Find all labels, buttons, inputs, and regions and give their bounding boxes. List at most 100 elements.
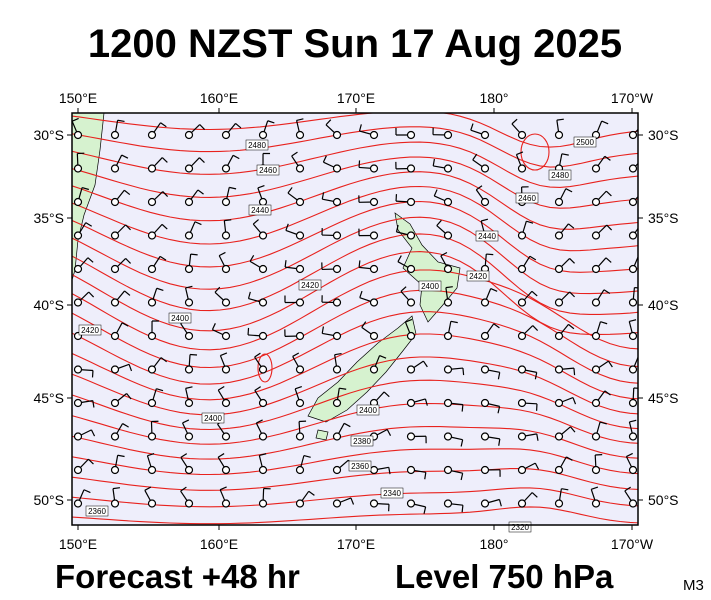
barb-flag (217, 386, 225, 391)
barb-flag (350, 497, 355, 505)
contour-label-box (85, 505, 109, 517)
station (369, 164, 379, 173)
lat-label-left: 35°S (33, 210, 64, 226)
barb-flag (343, 422, 351, 428)
barb-flag (568, 323, 575, 330)
station (332, 398, 342, 408)
station (480, 499, 490, 508)
station (147, 499, 157, 508)
station (369, 465, 379, 475)
station (554, 499, 564, 508)
station (221, 365, 231, 374)
barb-flag (125, 224, 131, 231)
contour-label-box (201, 412, 225, 424)
station (73, 197, 83, 207)
station (73, 432, 83, 441)
station (628, 197, 638, 207)
station (147, 365, 157, 374)
station (406, 465, 416, 475)
barb-flag (303, 454, 311, 458)
station (221, 264, 231, 274)
station (443, 465, 453, 475)
station (369, 298, 379, 307)
station (554, 231, 564, 240)
barb-flag (117, 454, 125, 458)
barb-flag (160, 122, 167, 128)
contour-label: 2380 (353, 437, 371, 446)
station (295, 231, 305, 240)
barb-flag (156, 287, 164, 292)
station (295, 499, 305, 508)
barb-flag (497, 372, 501, 380)
model-label: M3 (683, 577, 704, 594)
station (628, 365, 638, 374)
contour-line (72, 448, 638, 476)
contour-line (72, 311, 638, 385)
contour-line (72, 141, 638, 188)
station (184, 164, 194, 173)
barb-flag (422, 360, 428, 368)
station (406, 130, 416, 140)
station (258, 231, 268, 240)
barb-flag (194, 221, 202, 226)
station (184, 130, 194, 140)
lon-label-top: 170°E (337, 90, 375, 106)
barb-flag (498, 438, 501, 446)
station (332, 298, 342, 307)
barb-flag (147, 453, 155, 457)
barb-flag (294, 385, 302, 390)
station (554, 197, 564, 207)
barb-flag (472, 153, 478, 161)
station (443, 264, 453, 274)
barb-flag (591, 486, 599, 490)
barb-flag (424, 398, 428, 406)
station (628, 298, 638, 307)
barb-flag (321, 326, 325, 334)
south-island (307, 315, 417, 423)
barb-flag (605, 257, 612, 263)
contour-label: 2440 (251, 206, 269, 215)
station (295, 365, 305, 374)
barb-flag (536, 433, 539, 441)
contour-label: 2460 (259, 166, 277, 175)
station (221, 465, 231, 475)
barb-flag (88, 291, 95, 298)
contour-label-box (245, 139, 269, 151)
barb-flag (359, 290, 363, 298)
contour-label: 2340 (383, 489, 401, 498)
station (443, 130, 453, 140)
station (147, 331, 157, 341)
station (73, 398, 83, 408)
station (295, 298, 305, 307)
contour-line (257, 353, 273, 383)
station (110, 164, 120, 173)
contour-line (520, 133, 550, 171)
contour-line (72, 506, 638, 525)
station (110, 264, 120, 274)
barb-flag (124, 290, 131, 296)
barb-flag (433, 189, 438, 197)
station (591, 164, 601, 173)
station (332, 164, 342, 173)
lon-label-top: 180° (480, 90, 509, 106)
station (369, 197, 379, 207)
contour-label-box (248, 204, 272, 216)
barb-flag (599, 421, 607, 425)
station (221, 499, 231, 508)
station (73, 130, 83, 140)
barb-flag (490, 288, 498, 292)
contour-label-box (256, 164, 280, 176)
station (147, 264, 157, 274)
barb-flag (232, 154, 240, 160)
barb-flag (531, 290, 538, 297)
lat-label-right: 30°S (648, 127, 679, 143)
barb-flag (211, 323, 216, 330)
barb-flag (386, 429, 392, 436)
barb-flag (156, 388, 164, 392)
barb-flag (644, 158, 649, 163)
contour-label-box (380, 487, 404, 499)
station (73, 499, 83, 508)
barb-flag (405, 318, 413, 323)
contour-label-box (418, 280, 442, 292)
